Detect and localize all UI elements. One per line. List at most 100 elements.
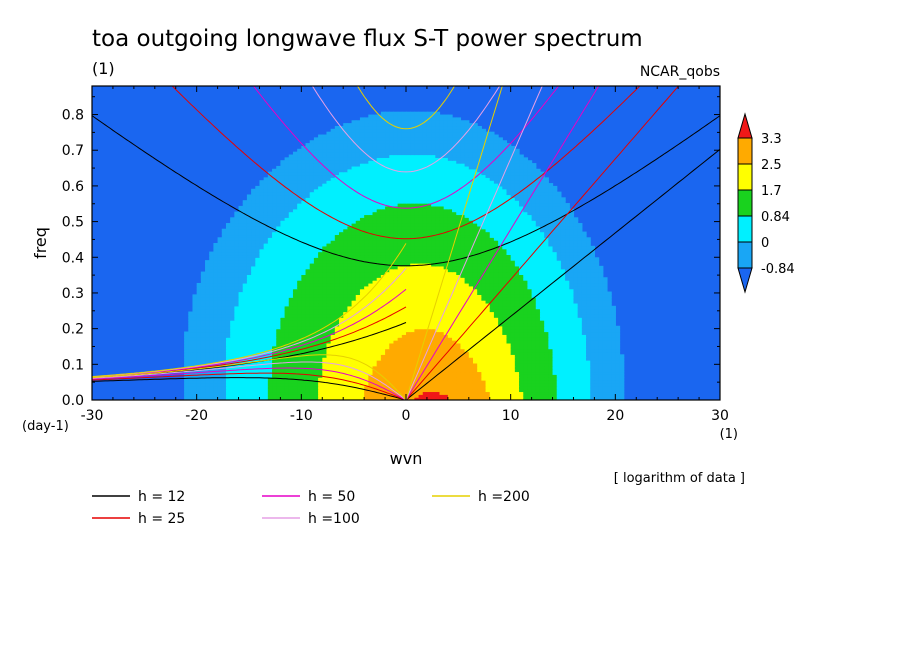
- contour-cell: [238, 288, 244, 293]
- contour-cell: [548, 357, 554, 361]
- contour-cell: [418, 265, 424, 270]
- contour-cell: [594, 368, 600, 373]
- contour-cell: [598, 334, 604, 338]
- contour-cell: [251, 282, 256, 287]
- contour-cell: [368, 317, 374, 321]
- contour-cell: [502, 331, 508, 335]
- contour-cell: [422, 348, 428, 353]
- contour-cell: [573, 277, 579, 281]
- contour-cell: [205, 297, 210, 301]
- contour-cell: [297, 382, 302, 387]
- contour-cell: [318, 348, 323, 353]
- contour-cell: [590, 357, 595, 361]
- contour-cell: [217, 260, 223, 264]
- contour-cell: [590, 282, 595, 287]
- contour-cell: [426, 348, 432, 353]
- contour-cell: [485, 394, 491, 398]
- contour-cell: [276, 354, 281, 358]
- contour-cell: [560, 394, 566, 398]
- contour-cell: [280, 340, 286, 344]
- contour-cell: [502, 260, 508, 264]
- contour-cell: [443, 380, 449, 384]
- contour-cell: [502, 374, 508, 378]
- contour-cell: [552, 311, 558, 315]
- contour-cell: [431, 391, 436, 395]
- contour-cell: [577, 300, 583, 304]
- contour-cell: [376, 305, 382, 310]
- contour-cell: [502, 348, 508, 353]
- contour-cell: [263, 374, 269, 378]
- contour-cell: [581, 388, 587, 393]
- contour-cell: [523, 337, 529, 341]
- contour-cell: [611, 334, 616, 338]
- contour-cell: [284, 317, 290, 321]
- contour-cell: [217, 325, 223, 330]
- contour-cell: [385, 314, 390, 318]
- contour-cell: [581, 380, 587, 384]
- contour-cell: [401, 325, 407, 330]
- contour-cell: [590, 371, 595, 375]
- contour-cell: [322, 317, 328, 321]
- contour-cell: [460, 291, 466, 295]
- contour-cell: [385, 394, 390, 398]
- contour-cell: [418, 282, 424, 287]
- contour-cell: [590, 377, 595, 381]
- contour-cell: [209, 334, 215, 338]
- contour-cell: [259, 288, 265, 293]
- contour-cell: [343, 394, 348, 398]
- contour-cell: [452, 260, 457, 264]
- contour-cell: [251, 262, 256, 267]
- contour-cell: [527, 311, 533, 315]
- contour-cell: [544, 294, 549, 298]
- contour-cell: [221, 322, 227, 327]
- contour-cell: [359, 274, 365, 278]
- contour-cell: [544, 282, 549, 287]
- contour-cell: [276, 322, 281, 327]
- contour-cell: [422, 357, 428, 361]
- contour-cell: [472, 382, 478, 387]
- contour-cell: [234, 300, 240, 304]
- contour-cell: [389, 397, 395, 400]
- contour-cell: [217, 297, 223, 301]
- contour-cell: [343, 328, 348, 333]
- contour-cell: [355, 371, 361, 375]
- contour-cell: [426, 291, 432, 295]
- contour-cell: [552, 365, 558, 370]
- contour-cell: [292, 282, 298, 287]
- contour-cell: [364, 288, 369, 293]
- contour-cell: [192, 302, 198, 307]
- contour-cell: [213, 328, 219, 333]
- contour-cell: [531, 348, 537, 353]
- contour-cell: [506, 368, 512, 373]
- contour-cell: [330, 374, 336, 378]
- contour-cell: [343, 271, 348, 275]
- contour-cell: [359, 357, 365, 361]
- contour-cell: [452, 397, 457, 400]
- contour-cell: [519, 385, 524, 390]
- contour-cell: [376, 277, 382, 281]
- contour-cell: [368, 334, 374, 338]
- contour-cell: [355, 265, 361, 270]
- contour-cell: [598, 348, 604, 353]
- contour-cell: [272, 360, 277, 364]
- contour-cell: [556, 345, 562, 350]
- contour-cell: [393, 271, 399, 275]
- contour-cell: [267, 391, 273, 395]
- contour-cell: [527, 334, 533, 338]
- contour-cell: [230, 308, 235, 313]
- contour-cell: [251, 397, 256, 400]
- contour-cell: [355, 388, 361, 393]
- contour-cell: [544, 317, 549, 321]
- contour-cell: [267, 260, 273, 264]
- contour-cell: [498, 277, 503, 281]
- contour-cell: [397, 262, 403, 267]
- contour-cell: [305, 354, 311, 358]
- contour-cell: [506, 354, 512, 358]
- contour-cell: [460, 368, 466, 373]
- contour-cell: [573, 322, 579, 327]
- contour-cell: [393, 328, 399, 333]
- contour-cell: [184, 357, 189, 361]
- contour-cell: [523, 308, 529, 313]
- contour-cell: [259, 268, 265, 273]
- contour-cell: [251, 294, 256, 298]
